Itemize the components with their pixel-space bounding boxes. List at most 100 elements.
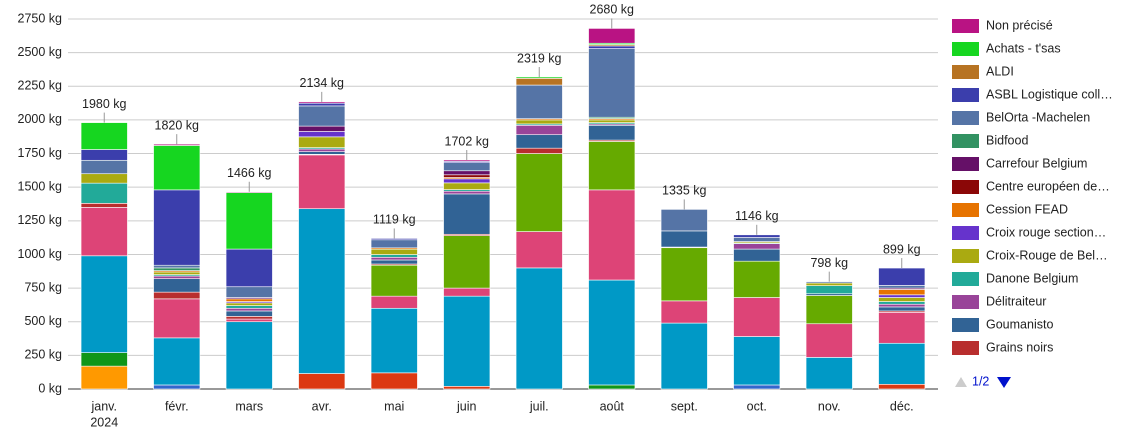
legend-swatch xyxy=(952,272,979,286)
total-label: 1820 kg xyxy=(155,118,200,132)
bar-segment xyxy=(805,295,853,325)
bar-segment xyxy=(225,316,273,320)
bar-segment xyxy=(588,279,636,386)
legend-swatch xyxy=(952,226,979,240)
bar-segment xyxy=(225,191,273,193)
bar-segment xyxy=(370,295,418,309)
bar-segment xyxy=(153,145,201,191)
bar-segment xyxy=(80,207,128,257)
bar-segment xyxy=(443,178,491,184)
bar-segment xyxy=(225,302,273,306)
bar-segment xyxy=(298,105,346,127)
bar-segment xyxy=(515,76,563,79)
bar-segment xyxy=(153,189,201,266)
bar-segment xyxy=(660,209,708,232)
bar-segment xyxy=(588,189,636,281)
bar-segment xyxy=(80,203,128,208)
bar-segment xyxy=(370,239,418,249)
legend-label: Achats - t'sas xyxy=(986,41,1061,55)
bar-segment xyxy=(80,159,128,175)
bar-segment xyxy=(515,231,563,269)
bar-segment xyxy=(878,285,926,289)
total-label: 1119 kg xyxy=(373,213,416,227)
bar-segment xyxy=(805,282,853,286)
bar-segment xyxy=(878,383,926,390)
x-tick-label: juil. xyxy=(529,399,549,413)
bar-segment xyxy=(153,337,201,386)
y-tick-label: 1750 kg xyxy=(18,146,63,160)
bar-segment xyxy=(153,384,201,390)
legend-page: 1/2 xyxy=(972,374,989,388)
bar-segment xyxy=(298,373,346,390)
bar-segment xyxy=(805,285,853,295)
bar-segment xyxy=(370,372,418,390)
bar-segment xyxy=(443,386,491,390)
bar-segment xyxy=(225,248,273,288)
bar-segment xyxy=(878,289,926,296)
bar-segment xyxy=(733,248,781,262)
bar-segment xyxy=(80,352,128,367)
bar-segment xyxy=(660,322,708,390)
legend-next[interactable] xyxy=(997,377,1011,388)
total-label: 2134 kg xyxy=(300,76,345,90)
legend-label: Grains noirs xyxy=(986,340,1053,354)
bar-segment xyxy=(153,267,201,271)
legend-prev[interactable] xyxy=(955,377,967,387)
legend-swatch xyxy=(952,295,979,309)
bar-segment xyxy=(515,147,563,154)
legend-swatch xyxy=(952,111,979,125)
bar-segment xyxy=(225,305,273,309)
bar-segment xyxy=(878,297,926,302)
legend-label: ASBL Logistique coll… xyxy=(986,87,1113,101)
legend-swatch xyxy=(952,157,979,171)
bar-segment xyxy=(153,275,201,279)
total-label: 1335 kg xyxy=(662,184,707,198)
total-label: 899 kg xyxy=(883,242,921,256)
legend-label: ALDI xyxy=(986,64,1014,78)
bar-segment xyxy=(153,278,201,293)
bar-segment xyxy=(443,295,491,387)
bar-segment xyxy=(878,267,926,286)
bar-segment xyxy=(515,119,563,125)
legend-label: Danone Belgium xyxy=(986,271,1078,285)
bar-segment xyxy=(660,247,708,302)
bar-segment xyxy=(225,310,273,317)
bar-segment xyxy=(298,154,346,210)
legend-pager: 1/2 xyxy=(955,374,1011,388)
bar-segment xyxy=(298,131,346,138)
legend-label: Goumanisto xyxy=(986,317,1053,331)
bar-segment xyxy=(80,255,128,353)
y-tick-label: 1500 kg xyxy=(18,179,63,193)
bar-segment xyxy=(588,28,636,44)
y-tick-label: 1250 kg xyxy=(18,213,63,227)
bar-segment xyxy=(225,307,273,312)
y-tick-label: 2750 kg xyxy=(18,11,63,25)
x-tick-label: oct. xyxy=(747,399,767,413)
bar-segment xyxy=(298,125,346,132)
bar-segment xyxy=(80,122,128,150)
bar-segment xyxy=(733,243,781,250)
legend-swatch xyxy=(952,341,979,355)
x-tick-label: févr. xyxy=(165,399,189,413)
bar-segment xyxy=(225,298,273,302)
bar-segment xyxy=(298,102,346,107)
bar-segment xyxy=(443,182,491,190)
legend-label: Carrefour Belgium xyxy=(986,156,1087,170)
x-tick-label: nov. xyxy=(818,399,841,413)
bar-segment xyxy=(878,301,926,305)
x-tick-label: mars xyxy=(235,399,263,413)
bar-segment xyxy=(153,143,201,146)
bar-segment xyxy=(588,124,636,141)
bar-segment xyxy=(443,174,491,178)
total-label: 2319 kg xyxy=(517,51,562,65)
bar-segment xyxy=(153,271,201,275)
bar-segment xyxy=(733,260,781,298)
legend-swatch xyxy=(952,203,979,217)
bar-segment xyxy=(660,300,708,324)
x-tick-label: janv. xyxy=(91,399,117,413)
legend-swatch xyxy=(952,65,979,79)
legend-swatch xyxy=(952,318,979,332)
bar-segment xyxy=(805,323,853,358)
y-tick-label: 500 kg xyxy=(24,314,62,328)
bar-segment xyxy=(225,321,273,390)
